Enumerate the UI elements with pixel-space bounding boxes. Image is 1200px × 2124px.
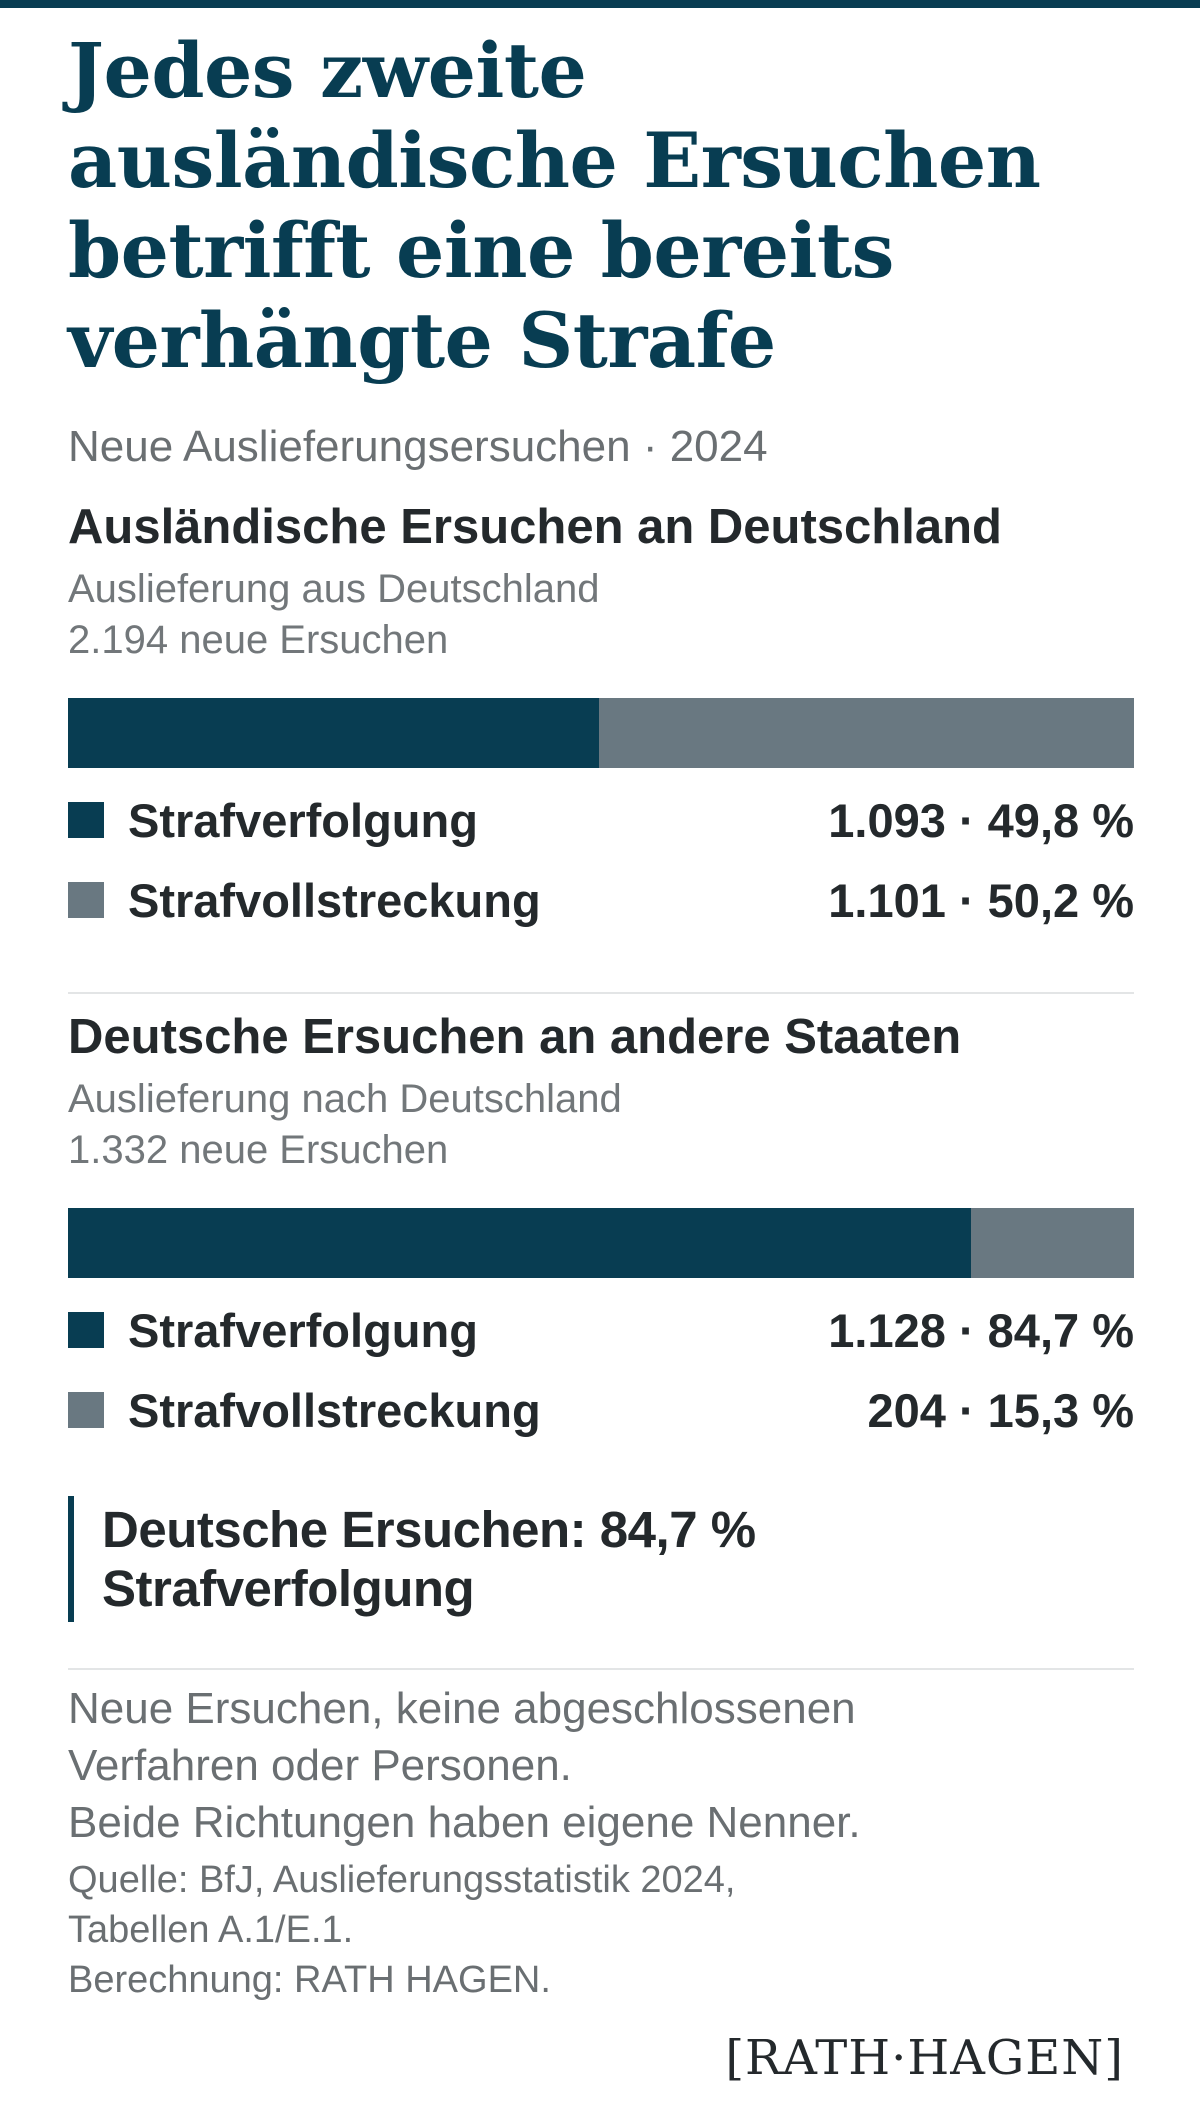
stacked-bar [68, 698, 1134, 768]
footer-divider [68, 1668, 1134, 1670]
callout-highlight: Deutsche Ersuchen: 84,7 % Strafverfolgun… [68, 1496, 1134, 1622]
source-line: Berechnung: RATH HAGEN. [68, 1959, 551, 2001]
legend-row: Strafverfolgung 1.128 · 84,7 % [68, 1290, 1134, 1370]
section-total: 2.194 neue Ersuchen [68, 618, 449, 662]
legend-label: Strafverfolgung [128, 793, 478, 847]
footnote-line: Verfahren oder Personen. [68, 1741, 572, 1790]
legend-swatch-strafvollstreckung [68, 1392, 104, 1428]
legend-value: 204 · 15,3 % [867, 1383, 1134, 1437]
section-description: Auslieferung aus Deutschland [68, 567, 600, 611]
legend-value: 1.093 · 49,8 % [828, 793, 1134, 847]
section-foreign-requests: Ausländische Ersuchen an Deutschland Aus… [68, 498, 1134, 940]
legend-swatch-strafverfolgung [68, 1312, 104, 1348]
source-line: Quelle: BfJ, Auslieferungsstatistik 2024… [68, 1859, 736, 1901]
brand-logo: [RATH·HAGEN] [725, 2030, 1124, 2086]
headline: Jedes zweite ausländische Ersuchen betri… [68, 26, 1041, 385]
legend-swatch-strafverfolgung [68, 802, 104, 838]
subtitle: Neue Auslieferungsersuchen · 2024 [68, 422, 768, 471]
footnote-line: Neue Ersuchen, keine abgeschlossenen [68, 1684, 856, 1733]
footnotes: Neue Ersuchen, keine abgeschlossenen Ver… [68, 1680, 1134, 2005]
legend-swatch-strafvollstreckung [68, 882, 104, 918]
section-title: Deutsche Ersuchen an andere Staaten [68, 1010, 962, 1064]
legend-row: Strafvollstreckung 1.101 · 50,2 % [68, 860, 1134, 940]
legend-row: Strafverfolgung 1.093 · 49,8 % [68, 780, 1134, 860]
source-line: Tabellen A.1/E.1. [68, 1909, 354, 1951]
legend-row: Strafvollstreckung 204 · 15,3 % [68, 1370, 1134, 1450]
legend: Strafverfolgung 1.128 · 84,7 % Strafvoll… [68, 1290, 1134, 1450]
legend: Strafverfolgung 1.093 · 49,8 % Strafvoll… [68, 780, 1134, 940]
bar-segment-strafverfolgung [68, 698, 600, 768]
legend-value: 1.101 · 50,2 % [828, 873, 1134, 927]
section-total: 1.332 neue Ersuchen [68, 1128, 449, 1172]
section-german-requests: Deutsche Ersuchen an andere Staaten Ausl… [68, 1008, 1134, 1450]
top-rule [0, 0, 1200, 8]
legend-label: Strafvollstreckung [128, 1383, 541, 1437]
legend-label: Strafvollstreckung [128, 873, 541, 927]
chart-card: Jedes zweite ausländische Ersuchen betri… [68, 26, 1134, 2005]
section-divider [68, 992, 1134, 994]
legend-label: Strafverfolgung [128, 1303, 478, 1357]
footnote-line: Beide Richtungen haben eigene Nenner. [68, 1798, 861, 1847]
bar-segment-strafverfolgung [68, 1208, 971, 1278]
legend-value: 1.128 · 84,7 % [828, 1303, 1134, 1357]
stacked-bar [68, 1208, 1134, 1278]
section-title: Ausländische Ersuchen an Deutschland [68, 500, 1002, 554]
section-description: Auslieferung nach Deutschland [68, 1077, 622, 1121]
